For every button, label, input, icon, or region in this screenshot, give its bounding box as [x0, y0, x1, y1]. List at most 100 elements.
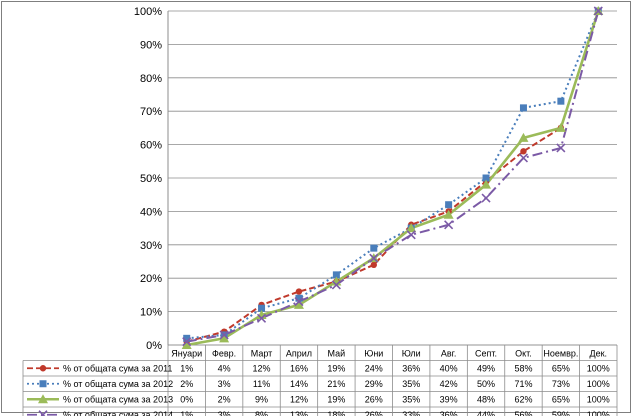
table-cell-value: 3% — [218, 410, 231, 416]
legend-key-marker — [38, 394, 48, 404]
table-cell-value: 62% — [514, 394, 532, 404]
data-point — [183, 334, 191, 342]
table-cell-value: 19% — [327, 363, 345, 373]
category-label: Юни — [364, 349, 383, 359]
table-cell-value: 26% — [365, 410, 383, 416]
table-cell-value: 1% — [180, 410, 193, 416]
category-label: Март — [251, 349, 273, 359]
table-cell-value: 26% — [365, 394, 383, 404]
data-point — [518, 132, 529, 142]
data-point — [369, 253, 379, 263]
data-point — [406, 230, 416, 240]
table-cell-value: 65% — [552, 363, 570, 373]
data-point — [519, 104, 527, 112]
data-point — [481, 179, 492, 189]
table-cell-value: 12% — [290, 394, 308, 404]
data-point — [331, 280, 341, 290]
y-tick-label: 0% — [146, 340, 162, 352]
legend-series-name: % от общата сума за 2014 — [63, 410, 173, 416]
data-point — [444, 220, 454, 230]
y-tick-label: 40% — [140, 206, 162, 218]
data-point — [370, 244, 378, 252]
table-cell-value: 16% — [290, 363, 308, 373]
table-cell-value: 12% — [253, 363, 271, 373]
data-point — [593, 6, 603, 16]
table-cell-value: 100% — [587, 410, 610, 416]
table-cell-value: 40% — [440, 363, 458, 373]
category-label: Юли — [402, 349, 421, 359]
data-point — [332, 271, 340, 279]
table-cell-value: 13% — [290, 410, 308, 416]
table-cell-value: 65% — [552, 394, 570, 404]
table-cell-value: 73% — [552, 379, 570, 389]
table-cell-value: 8% — [255, 410, 268, 416]
table-cell-value: 18% — [327, 410, 345, 416]
category-label: Февр. — [212, 349, 236, 359]
y-tick-label: 30% — [140, 240, 162, 252]
table-cell-value: 29% — [365, 379, 383, 389]
category-label: Окт. — [515, 349, 532, 359]
table-cell-value: 71% — [514, 379, 532, 389]
table-cell-value: 44% — [477, 410, 495, 416]
data-point — [181, 340, 192, 349]
y-tick-label: 50% — [140, 173, 162, 185]
table-cell-value: 11% — [253, 379, 270, 389]
data-point — [443, 209, 454, 219]
table-cell-value: 48% — [477, 394, 495, 404]
y-tick-label: 70% — [140, 106, 162, 118]
data-point — [295, 294, 303, 302]
series-line — [186, 10, 600, 340]
data-point — [557, 97, 565, 105]
table-cell-value: 21% — [327, 379, 345, 389]
table-cell-value: 1% — [180, 363, 193, 373]
data-point — [256, 313, 267, 323]
table-cell-value: 50% — [477, 379, 495, 389]
table-cell-value: 9% — [255, 394, 268, 404]
data-point — [294, 297, 304, 307]
category-label: Дек. — [590, 349, 608, 359]
table-cell-value: 4% — [218, 363, 231, 373]
table-cell-value: 2% — [180, 379, 193, 389]
table-cell-value: 35% — [402, 394, 420, 404]
table-cell-value: 39% — [440, 394, 458, 404]
series-line — [186, 10, 600, 347]
data-point — [518, 153, 529, 163]
y-tick-label: 80% — [140, 73, 162, 85]
data-point — [482, 174, 490, 182]
series-line — [186, 10, 600, 343]
data-point — [481, 193, 491, 203]
category-label: Септ. — [475, 349, 497, 359]
table-cell-value: 56% — [514, 410, 532, 416]
legend-key-marker — [38, 410, 48, 416]
data-point — [182, 337, 192, 347]
category-label: Април — [286, 349, 312, 359]
table-cell-value: 49% — [477, 363, 495, 373]
category-label: Авг. — [441, 349, 456, 359]
table-cell-value: 33% — [402, 410, 420, 416]
legend-series-name: % от общата сума за 2012 — [63, 379, 173, 389]
y-tick-label: 60% — [140, 140, 162, 152]
y-tick-label: 90% — [140, 39, 162, 51]
y-tick-label: 20% — [140, 273, 162, 285]
data-point — [370, 261, 377, 269]
legend-key-marker — [39, 380, 47, 388]
legend-series-name: % от общата сума за 2013 — [63, 394, 173, 404]
data-point — [258, 304, 266, 312]
table-cell-value: 14% — [290, 379, 308, 389]
data-point — [293, 299, 304, 309]
legend-series-name: % от общата сума за 2011 — [63, 363, 172, 373]
y-tick-label: 10% — [140, 307, 162, 319]
data-point — [520, 148, 527, 155]
table-cell-value: 35% — [402, 379, 420, 389]
table-cell-value: 42% — [440, 379, 458, 389]
table-cell-value: 36% — [440, 410, 458, 416]
table-cell-value: 19% — [327, 394, 345, 404]
category-label: Ноемвр. — [543, 349, 578, 359]
data-point — [445, 201, 453, 209]
table-cell-value: 2% — [218, 394, 231, 404]
table-cell-value: 58% — [514, 363, 532, 373]
data-point — [219, 330, 229, 340]
data-point — [219, 333, 230, 343]
